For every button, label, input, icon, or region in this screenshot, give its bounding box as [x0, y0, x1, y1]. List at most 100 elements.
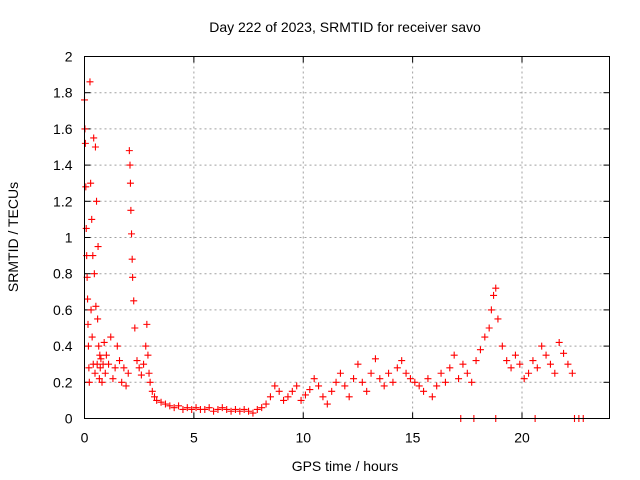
- data-point: [151, 393, 158, 401]
- data-point: [137, 371, 145, 379]
- y-axis-label: SRMTID / TECUs: [5, 182, 21, 292]
- data-point: [306, 386, 314, 394]
- data-point: [424, 375, 432, 383]
- data-point: [120, 364, 128, 372]
- data-point: [485, 324, 493, 332]
- x-axis-label: GPS time / hours: [292, 458, 399, 474]
- data-points: [81, 78, 587, 422]
- data-point: [481, 333, 489, 341]
- data-point: [262, 400, 270, 408]
- y-tick-label: 0.8: [53, 266, 73, 282]
- data-point: [122, 382, 130, 390]
- data-point: [542, 351, 550, 359]
- data-point: [142, 342, 150, 350]
- data-point: [93, 197, 101, 205]
- data-point: [371, 355, 379, 363]
- data-point: [428, 393, 436, 401]
- data-point: [128, 230, 136, 238]
- data-point: [240, 405, 248, 413]
- data-point: [130, 297, 138, 305]
- data-point: [201, 405, 209, 413]
- data-point: [367, 369, 375, 377]
- data-point: [293, 382, 301, 390]
- data-point: [95, 342, 103, 350]
- y-tick-label: 2: [65, 49, 73, 65]
- data-point: [271, 382, 279, 390]
- data-point: [88, 333, 96, 341]
- y-tick-label: 1: [65, 230, 73, 246]
- data-point: [161, 400, 169, 408]
- axis-ticks: 0 5 10 15 20 0 0.2 0.4 0.6 0.8 1 1.2 1.4 1.6 1.8 2: [53, 49, 610, 446]
- data-point: [476, 346, 484, 354]
- data-point: [85, 378, 93, 386]
- data-point: [323, 400, 331, 408]
- data-point: [529, 357, 537, 365]
- data-point: [538, 342, 546, 350]
- data-point: [468, 378, 476, 386]
- data-point: [126, 161, 134, 169]
- data-point: [555, 338, 563, 346]
- data-point: [166, 402, 174, 410]
- data-point: [288, 387, 296, 395]
- data-point: [95, 375, 103, 383]
- data-point: [85, 364, 93, 372]
- data-point: [145, 369, 153, 377]
- y-tick-label: 0.4: [53, 338, 73, 354]
- data-point: [354, 360, 362, 368]
- data-point: [511, 351, 519, 359]
- plot-frame: [84, 56, 610, 419]
- y-tick-label: 1.8: [53, 85, 73, 101]
- data-point: [406, 375, 414, 383]
- data-point: [100, 338, 108, 346]
- data-point: [129, 273, 137, 281]
- data-point: [87, 179, 95, 187]
- data-point: [84, 342, 92, 350]
- data-point: [105, 360, 113, 368]
- data-point: [143, 320, 151, 328]
- data-point: [205, 404, 213, 412]
- data-point: [236, 407, 244, 415]
- data-point: [301, 391, 309, 399]
- data-point: [135, 364, 143, 372]
- data-point: [102, 351, 110, 359]
- data-point: [140, 360, 148, 368]
- data-point: [94, 315, 102, 323]
- data-point: [214, 405, 222, 413]
- data-point: [516, 360, 524, 368]
- y-tick-label: 0.6: [53, 302, 73, 318]
- data-point: [90, 134, 98, 142]
- data-point: [249, 409, 257, 417]
- data-point: [455, 375, 463, 383]
- data-point: [227, 407, 235, 415]
- data-point: [175, 402, 183, 410]
- data-point: [319, 393, 327, 401]
- data-point: [310, 375, 318, 383]
- data-point: [350, 375, 358, 383]
- data-point: [494, 315, 502, 323]
- data-point: [492, 284, 500, 292]
- data-point: [437, 369, 445, 377]
- data-point: [266, 393, 274, 401]
- data-point: [188, 405, 196, 413]
- data-point: [490, 291, 498, 299]
- y-tick-label: 1.6: [53, 121, 73, 137]
- data-point: [336, 369, 344, 377]
- data-point: [284, 393, 292, 401]
- data-point: [498, 342, 506, 350]
- data-point: [223, 405, 231, 413]
- data-point: [81, 139, 89, 147]
- data-point: [420, 387, 428, 395]
- data-point: [133, 357, 141, 365]
- data-point: [231, 405, 239, 413]
- data-point: [341, 382, 349, 390]
- data-point: [472, 357, 480, 365]
- data-point: [89, 252, 97, 260]
- data-point: [525, 369, 533, 377]
- data-point: [328, 387, 336, 395]
- data-point: [389, 378, 397, 386]
- data-point: [446, 364, 454, 372]
- data-point: [546, 360, 554, 368]
- data-point: [94, 243, 102, 251]
- data-point: [463, 369, 471, 377]
- x-tick-label: 15: [405, 430, 421, 446]
